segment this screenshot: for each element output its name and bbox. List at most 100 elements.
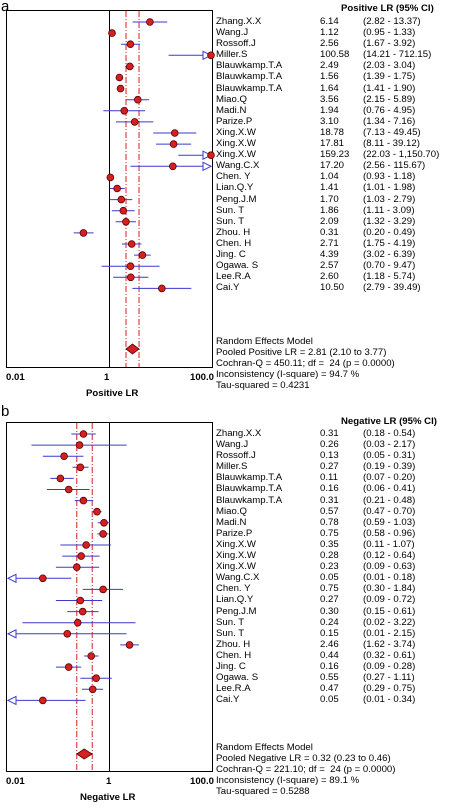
panel-b-summary-line-2: Cochran-Q = 221.10; df = 24 (p = 0.0000) [216, 764, 396, 775]
panel-b-study-ci-21: (0.09 - 0.28) [363, 660, 416, 672]
panel-a-study-value-4: 2.49 [320, 60, 339, 72]
panel-a-point-10 [170, 129, 179, 137]
panel-b-study-cis: (0.18 - 0.54) (0.03 - 2.17) (0.05 - 0.31)(… [363, 428, 415, 705]
panel-a-study-name-8: Madi.N [216, 104, 247, 116]
panel-a-study-value-22: 2.57 [320, 260, 339, 272]
panel-a-summary-line-0: Random Effects Model [216, 336, 313, 347]
panel-b-tick-high: 100.0 [190, 776, 215, 787]
panel-b-point-17 [73, 618, 82, 627]
panel-a-study-ci-10: (7.13 - 49.45) [363, 126, 421, 138]
panel-a-point-17 [119, 206, 128, 215]
panel-a-point-5 [115, 73, 124, 82]
panel-b-study-name-4: Blauwkamp.T.A [216, 472, 283, 484]
panel-b-point-14 [99, 585, 107, 594]
panel-b-header: Negative LR (95% CI) [341, 416, 437, 427]
panel-b-study-value-1: 0.26 [320, 439, 339, 451]
panel-a-point-3 [207, 51, 215, 60]
panel-a-study-name-5: Blauwkamp.T.A [216, 71, 283, 83]
panel-a-study-ci-8: (0.76 - 4.95) [363, 104, 416, 116]
panel-b-point-20 [87, 652, 96, 660]
panel-b-study-name-16: Peng.J.M [216, 605, 257, 617]
panel-a-study-ci-4: (2.03 - 3.04) [363, 60, 416, 72]
panel-b-study-ci-4: (0.07 - 0.20) [363, 472, 416, 484]
panel-a-study-ci-20: (1.75 - 4.19) [363, 237, 416, 249]
panel-a-study-ci-5: (1.39 - 1.75) [363, 71, 416, 83]
panel-b-point-0 [79, 430, 88, 438]
panel-b-point-9 [99, 530, 107, 538]
panel-b-study-value-7: 0.57 [320, 505, 339, 517]
panel-a-study-value-14: 1.04 [320, 171, 339, 183]
panel-b-study-name-21: Jing. C [216, 660, 246, 672]
panel-b-point-18 [63, 630, 72, 638]
panel-b-study-name-7: Miao.Q [216, 505, 247, 517]
panel-a-study-value-19: 0.31 [320, 226, 339, 238]
panel-b-point-13 [39, 574, 47, 583]
panel-a-study-name-4: Blauwkamp.T.A [216, 60, 283, 72]
panel-a-study-name-13: Wang.C.X [216, 160, 260, 172]
panel-b-study-value-13: 0.05 [320, 572, 339, 584]
panel-a-study-value-6: 1.64 [320, 82, 339, 94]
panel-a-ci-arrow-right-12 [202, 150, 213, 161]
panel-b-study-ci-6: (0.21 - 0.48) [363, 494, 416, 506]
panel-b-summary: Random Effects Model Pooled Negative LR =… [216, 742, 395, 797]
panel-b-study-value-17: 0.24 [320, 616, 339, 628]
panel-b-study-value-2: 0.13 [320, 450, 339, 462]
panel-a-study-value-24: 10.50 [320, 282, 345, 294]
panel-b-point-12 [72, 563, 81, 572]
panel-b-letter: b [1, 403, 10, 420]
panel-b-plot-area [6, 422, 213, 772]
panel-a-study-ci-12: (22.03 - 1,150.70) [363, 149, 440, 161]
panel-a-study-name-21: Jing. C [216, 248, 246, 260]
panel-a-tick-mid: 1 [104, 372, 110, 383]
panel-b-study-name-12: Xing.X.W [216, 561, 256, 573]
panel-b-study-name-23: Lee.R.A [216, 683, 251, 695]
panel-b-point-4 [56, 474, 65, 483]
panel-a-point-9 [130, 118, 139, 126]
panel-a-summary-line-1: Pooled Positive LR = 2.81 (2.10 to 3.77) [216, 347, 387, 358]
panel-a-point-7 [133, 95, 142, 104]
panel-b-summary-line-0: Random Effects Model [216, 742, 313, 753]
panel-b-study-value-22: 0.55 [320, 672, 339, 684]
panel-b-study-ci-0: (0.18 - 0.54) [363, 428, 416, 439]
panel-a-point-19 [79, 229, 88, 237]
panel-b-study-values: 0.31 0.26 0.13 0.27 0.11 0.16 0.31 0.57 0.78 0.75… [320, 428, 339, 705]
panel-a-point-18 [122, 218, 130, 226]
panel-b-study-ci-12: (0.09 - 0.63) [363, 561, 416, 573]
panel-a-study-name-11: Xing.X.W [216, 138, 256, 150]
panel-b-ci-arrow-left-24 [6, 695, 17, 706]
panel-a-study-ci-15: (1.01 - 1.98) [363, 182, 416, 194]
panel-a-study-value-2: 2.56 [320, 38, 339, 50]
panel-a-study-values: 6.14 1.12 2.56 100.58 2.49 1.56 1.64 3.56 1.94 3.… [320, 16, 349, 293]
panel-a-study-name-15: Lian.Q.Y [216, 182, 254, 194]
panel-b-study-name-13: Wang.C.X [216, 572, 260, 584]
panel-a-study-name-1: Wang.J [216, 27, 249, 39]
panel-a-point-6 [116, 84, 125, 93]
panel-b-study-value-15: 0.27 [320, 594, 339, 606]
panel-b-study-ci-17: (0.02 - 3.22) [363, 616, 416, 628]
panel-a-study-ci-14: (0.93 - 1.18) [363, 171, 416, 183]
panel-a-study-name-22: Ogawa. S [216, 260, 259, 272]
panel-b-point-5 [64, 485, 73, 494]
panel-b-summary-line-4: Tau-squared = 0.5288 [216, 786, 310, 797]
panel-b-study-name-8: Madi.N [216, 516, 247, 528]
panel-b-study-name-1: Wang.J [216, 439, 249, 451]
panel-b-study-ci-7: (0.47 - 0.70) [363, 505, 416, 517]
panel-a-study-ci-6: (1.41 - 1.90) [363, 82, 416, 94]
panel-a-study-name-9: Parize.P [216, 115, 253, 127]
panel-b-pooled-diamond [76, 748, 93, 760]
panel-a-point-14 [106, 173, 115, 182]
panel-b-study-ci-16: (0.15 - 0.61) [363, 605, 416, 617]
panel-b-study-name-6: Blauwkamp.T.A [216, 494, 283, 506]
panel-a-study-ci-0: (2.82 - 13.37) [363, 16, 421, 27]
panel-a-plot-area [6, 10, 213, 368]
panel-a-summary-line-4: Tau-squared = 0.4231 [216, 380, 310, 391]
panel-b-study-ci-13: (0.01 - 0.18) [363, 572, 416, 584]
panel-a-pooled-diamond [125, 343, 140, 355]
panel-b-summary-line-3: Inconsistency (I-square) = 89.1 % [216, 775, 360, 786]
panel-a-study-value-8: 1.94 [320, 104, 339, 116]
panel-a-study-value-17: 1.86 [320, 204, 339, 216]
panel-b-study-value-10: 0.35 [320, 538, 339, 550]
panel-a-study-name-3: Miller.S [216, 49, 248, 61]
panel-b-study-ci-2: (0.05 - 0.31) [363, 450, 416, 462]
panel-b-study-ci-19: (1.62 - 3.74) [363, 638, 416, 650]
